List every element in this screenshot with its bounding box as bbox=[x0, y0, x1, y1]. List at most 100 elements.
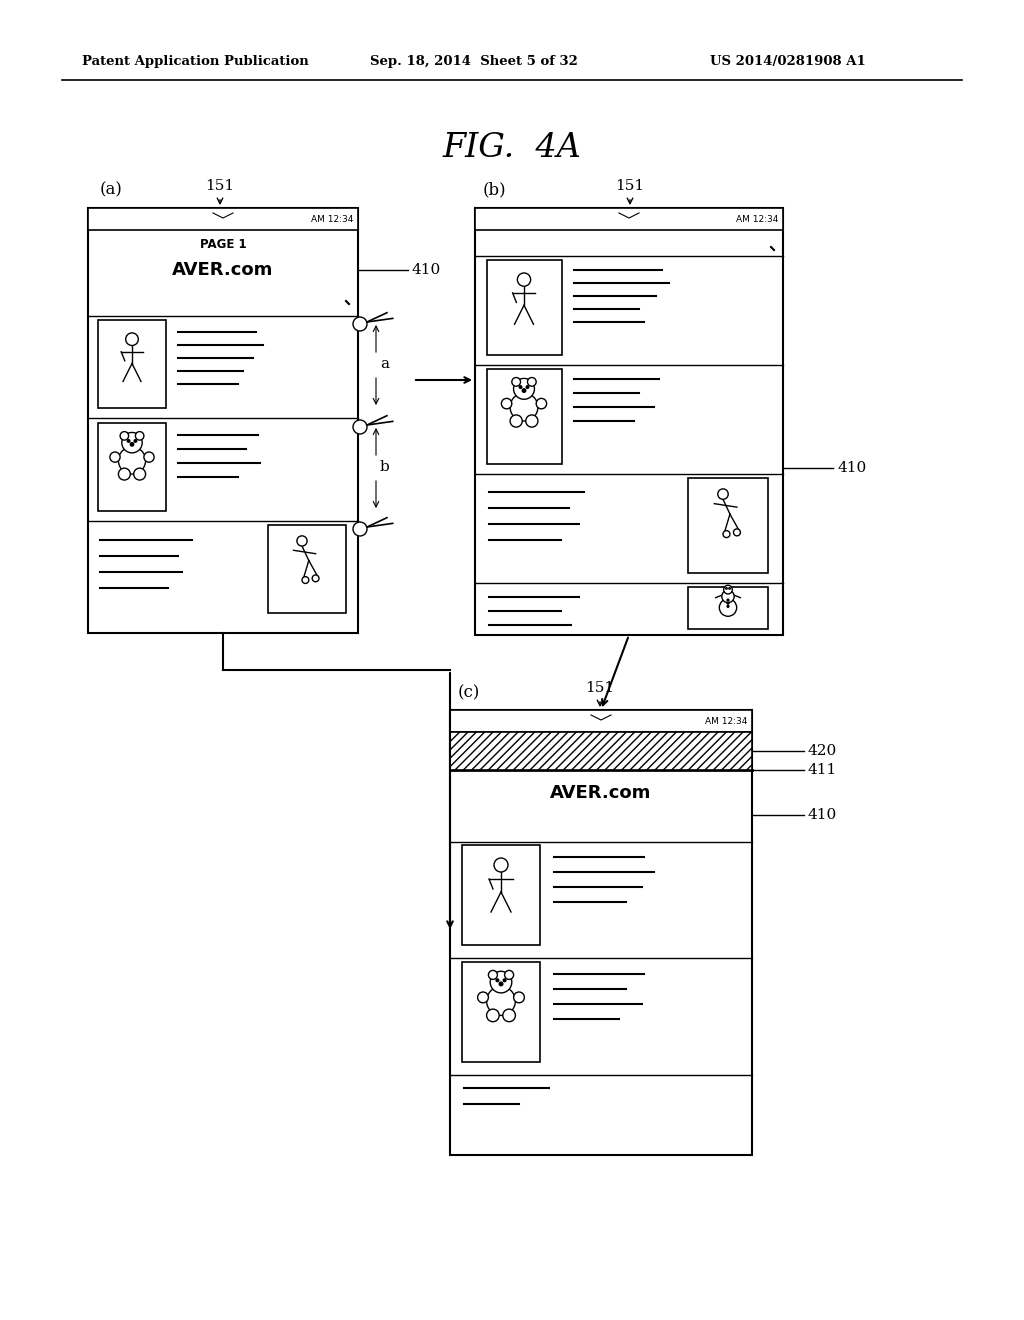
Text: FIG.  4A: FIG. 4A bbox=[442, 132, 582, 164]
Text: PAGE 1: PAGE 1 bbox=[200, 239, 247, 252]
Circle shape bbox=[353, 420, 367, 434]
Bar bbox=[688, 478, 768, 573]
Circle shape bbox=[519, 385, 522, 388]
Bar bbox=[733, 215, 746, 222]
Bar bbox=[662, 1090, 737, 1118]
Text: Patent Application Publication: Patent Application Publication bbox=[82, 55, 309, 69]
Bar bbox=[731, 213, 755, 223]
Circle shape bbox=[522, 389, 525, 392]
Text: (a): (a) bbox=[100, 181, 123, 198]
Bar bbox=[475, 209, 783, 230]
Bar bbox=[473, 717, 477, 729]
Bar bbox=[702, 717, 716, 723]
Circle shape bbox=[527, 378, 537, 387]
Circle shape bbox=[353, 317, 367, 331]
Circle shape bbox=[500, 982, 503, 986]
Bar bbox=[106, 216, 110, 226]
Circle shape bbox=[722, 590, 734, 603]
Circle shape bbox=[514, 379, 535, 399]
Bar bbox=[618, 213, 639, 224]
Circle shape bbox=[727, 606, 729, 607]
Circle shape bbox=[727, 602, 729, 605]
Circle shape bbox=[727, 599, 729, 601]
Circle shape bbox=[135, 432, 144, 440]
Circle shape bbox=[134, 469, 145, 480]
Bar bbox=[306, 213, 330, 223]
Text: 151: 151 bbox=[206, 180, 234, 193]
Circle shape bbox=[488, 970, 498, 979]
Circle shape bbox=[718, 488, 728, 499]
Circle shape bbox=[494, 858, 508, 873]
Text: 411: 411 bbox=[808, 763, 838, 777]
Circle shape bbox=[729, 587, 730, 589]
Circle shape bbox=[719, 599, 736, 616]
Circle shape bbox=[760, 235, 774, 249]
Circle shape bbox=[486, 1008, 500, 1022]
Circle shape bbox=[502, 399, 512, 409]
Bar bbox=[485, 234, 757, 249]
Circle shape bbox=[723, 531, 730, 537]
Text: 151: 151 bbox=[586, 681, 614, 696]
Circle shape bbox=[130, 442, 134, 446]
Text: AM 12:34: AM 12:34 bbox=[705, 717, 746, 726]
Text: AVER.com: AVER.com bbox=[172, 261, 273, 279]
Circle shape bbox=[512, 378, 520, 387]
Circle shape bbox=[302, 577, 309, 583]
Circle shape bbox=[144, 451, 154, 462]
Circle shape bbox=[126, 333, 138, 346]
Circle shape bbox=[477, 993, 488, 1003]
Bar bbox=[450, 710, 752, 1155]
Circle shape bbox=[733, 529, 740, 536]
Bar bbox=[96, 220, 100, 226]
Circle shape bbox=[490, 972, 512, 993]
Circle shape bbox=[334, 289, 348, 304]
Bar bbox=[475, 209, 783, 635]
Circle shape bbox=[122, 433, 142, 453]
Bar bbox=[463, 721, 467, 729]
Text: a: a bbox=[380, 356, 389, 371]
Text: Sep. 18, 2014  Sheet 5 of 32: Sep. 18, 2014 Sheet 5 of 32 bbox=[370, 55, 578, 69]
Circle shape bbox=[517, 273, 530, 286]
Bar bbox=[493, 216, 497, 226]
Text: 410: 410 bbox=[837, 461, 866, 475]
Circle shape bbox=[353, 521, 367, 536]
Circle shape bbox=[127, 440, 130, 442]
Circle shape bbox=[120, 432, 129, 440]
Bar bbox=[450, 710, 752, 733]
Circle shape bbox=[525, 414, 538, 428]
Bar bbox=[483, 220, 487, 226]
Bar bbox=[450, 733, 752, 770]
Bar bbox=[500, 813, 702, 829]
Text: 420: 420 bbox=[808, 744, 838, 758]
Text: AM 12:34: AM 12:34 bbox=[735, 214, 778, 223]
Text: US 2014/0281908 A1: US 2014/0281908 A1 bbox=[710, 55, 865, 69]
Circle shape bbox=[119, 469, 130, 480]
Bar bbox=[468, 719, 472, 729]
Circle shape bbox=[537, 399, 547, 409]
Circle shape bbox=[297, 536, 307, 546]
Bar bbox=[88, 209, 358, 634]
Bar bbox=[498, 215, 502, 226]
Text: 410: 410 bbox=[808, 808, 838, 822]
Bar bbox=[102, 288, 330, 304]
Bar bbox=[487, 370, 562, 465]
Bar bbox=[724, 715, 727, 722]
Bar bbox=[591, 715, 611, 726]
Bar bbox=[111, 215, 115, 226]
Circle shape bbox=[514, 993, 524, 1003]
Circle shape bbox=[510, 414, 522, 428]
Text: 151: 151 bbox=[615, 180, 644, 193]
Bar bbox=[213, 213, 233, 224]
Circle shape bbox=[726, 587, 727, 589]
Bar bbox=[98, 319, 166, 408]
Circle shape bbox=[119, 447, 145, 474]
Bar bbox=[688, 587, 768, 630]
Bar bbox=[88, 209, 358, 230]
Text: b: b bbox=[380, 459, 390, 474]
Circle shape bbox=[503, 979, 506, 982]
Bar bbox=[462, 845, 540, 945]
Bar bbox=[268, 525, 346, 612]
Circle shape bbox=[110, 451, 120, 462]
Bar bbox=[101, 219, 105, 226]
Text: (b): (b) bbox=[483, 181, 507, 198]
